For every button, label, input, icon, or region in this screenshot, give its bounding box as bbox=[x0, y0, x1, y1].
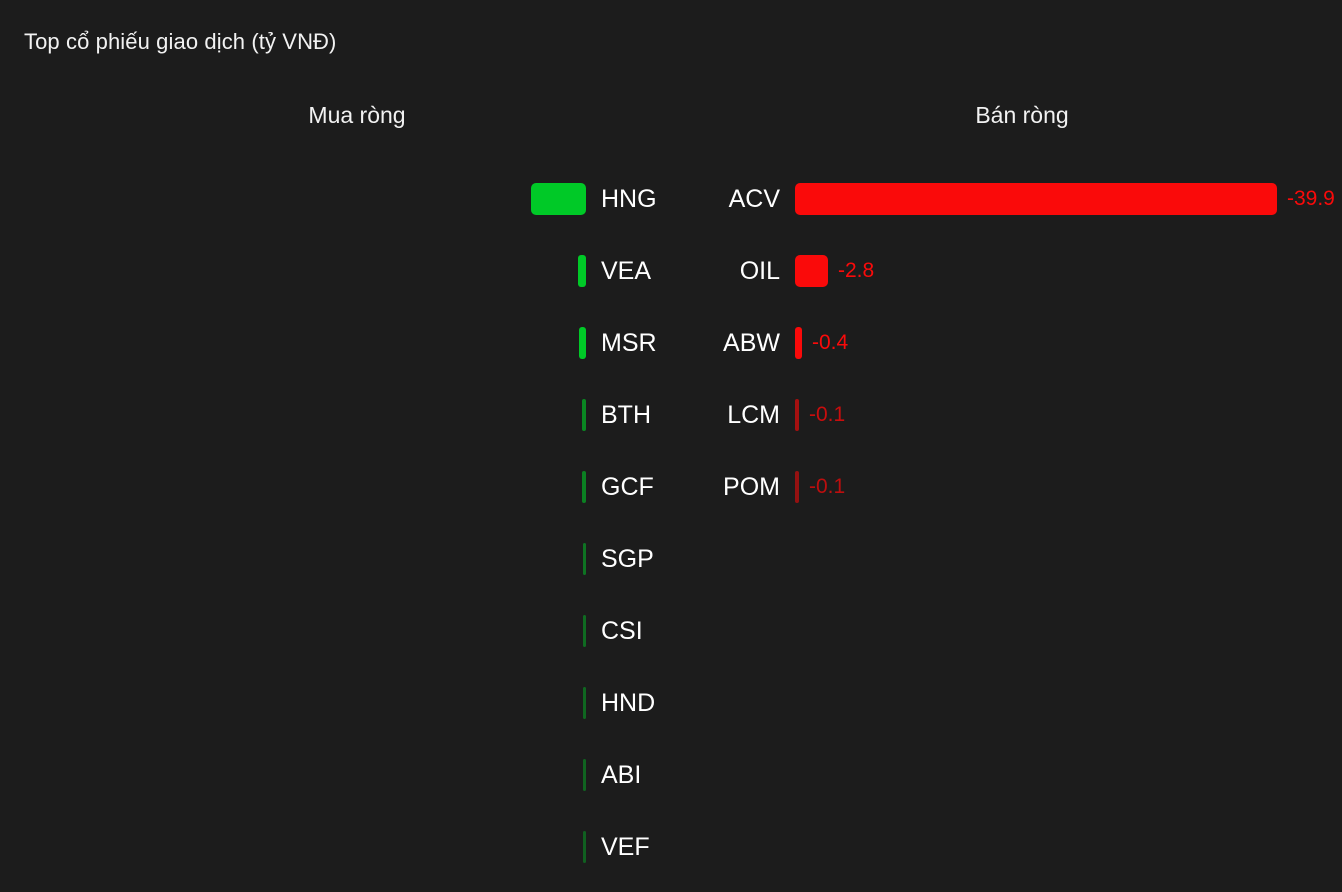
buy-ticker-label[interactable]: VEF bbox=[601, 833, 650, 861]
buy-entry[interactable]: 0.1 bbox=[0, 379, 586, 451]
buy-ticker-label[interactable]: VEA bbox=[601, 257, 652, 285]
buy-ticker-label[interactable]: HND bbox=[601, 689, 656, 717]
sell-bar bbox=[795, 183, 1277, 215]
buy-bar bbox=[578, 255, 586, 287]
buy-bar bbox=[583, 759, 586, 791]
sell-value-label: -39.9 bbox=[1287, 187, 1335, 210]
page-title: Top cổ phiếu giao dịch (tỷ VNĐ) bbox=[24, 29, 337, 54]
buy-bar bbox=[583, 687, 586, 719]
buy-entry[interactable]: 0.1 bbox=[0, 451, 586, 523]
sell-value-label: -0.1 bbox=[809, 475, 846, 498]
buy-ticker-label[interactable]: MSR bbox=[601, 329, 657, 357]
buy-ticker-label[interactable]: HNG bbox=[601, 185, 657, 213]
table-row[interactable]: 0.1 BTH LCM -0.1 bbox=[0, 379, 1342, 451]
buy-bar bbox=[531, 183, 586, 215]
sell-ticker-label[interactable]: ABW bbox=[723, 329, 780, 357]
table-row[interactable]: 0.0 VEF bbox=[0, 811, 1342, 883]
sell-bar bbox=[795, 327, 802, 359]
buy-bar bbox=[583, 831, 586, 863]
buy-ticker-label[interactable]: ABI bbox=[601, 761, 642, 789]
buy-entry[interactable]: 0.5 bbox=[0, 235, 586, 307]
buy-ticker-label[interactable]: BTH bbox=[601, 401, 651, 429]
buy-bar bbox=[583, 615, 586, 647]
buy-entry[interactable]: 0.0 bbox=[0, 523, 586, 595]
table-row[interactable]: 0.1 GCF POM -0.1 bbox=[0, 451, 1342, 523]
bar-rows-container: 4.5 HNG ACV -39.9 0.5 VEA OIL -2.8 0.3 MSR ABW -0.4… bbox=[0, 163, 1342, 892]
buy-bar bbox=[583, 543, 586, 575]
sell-ticker-label[interactable]: POM bbox=[723, 473, 780, 501]
sell-ticker-label[interactable]: ACV bbox=[728, 185, 780, 213]
table-row[interactable]: 0.3 MSR ABW -0.4 bbox=[0, 307, 1342, 379]
column-header-buy: Mua ròng bbox=[308, 102, 406, 128]
table-row[interactable]: 0.0 HND bbox=[0, 667, 1342, 739]
table-row[interactable]: 4.5 HNG ACV -39.9 bbox=[0, 163, 1342, 235]
sell-bar bbox=[795, 399, 799, 431]
buy-entry[interactable]: 0.0 bbox=[0, 667, 586, 739]
table-row[interactable]: 0.0 SGP bbox=[0, 523, 1342, 595]
sell-bar bbox=[795, 471, 799, 503]
buy-bar bbox=[582, 399, 586, 431]
buy-ticker-label[interactable]: GCF bbox=[601, 473, 654, 501]
buy-bar bbox=[582, 471, 586, 503]
sell-value-label: -0.1 bbox=[809, 403, 846, 426]
column-header-sell: Bán ròng bbox=[975, 102, 1069, 128]
buy-bar bbox=[579, 327, 586, 359]
buy-entry[interactable]: 4.5 bbox=[0, 163, 586, 235]
sell-value-label: -0.4 bbox=[812, 331, 849, 354]
panel-headers: Mua ròng Bán ròng bbox=[0, 102, 1342, 136]
buy-entry[interactable]: 0.0 bbox=[0, 595, 586, 667]
buy-entry[interactable]: 0.0 bbox=[0, 739, 586, 811]
sell-value-label: -2.8 bbox=[838, 259, 875, 282]
sell-bar bbox=[795, 255, 828, 287]
sell-ticker-label[interactable]: LCM bbox=[727, 401, 780, 429]
table-row[interactable]: 0.0 ABI bbox=[0, 739, 1342, 811]
buy-ticker-label[interactable]: CSI bbox=[601, 617, 643, 645]
table-row[interactable]: 0.5 VEA OIL -2.8 bbox=[0, 235, 1342, 307]
buy-ticker-label[interactable]: SGP bbox=[601, 545, 654, 573]
table-row[interactable]: 0.0 CSI bbox=[0, 595, 1342, 667]
buy-entry[interactable]: 0.3 bbox=[0, 307, 586, 379]
buy-entry[interactable]: 0.0 bbox=[0, 811, 586, 883]
sell-ticker-label[interactable]: OIL bbox=[739, 257, 780, 285]
